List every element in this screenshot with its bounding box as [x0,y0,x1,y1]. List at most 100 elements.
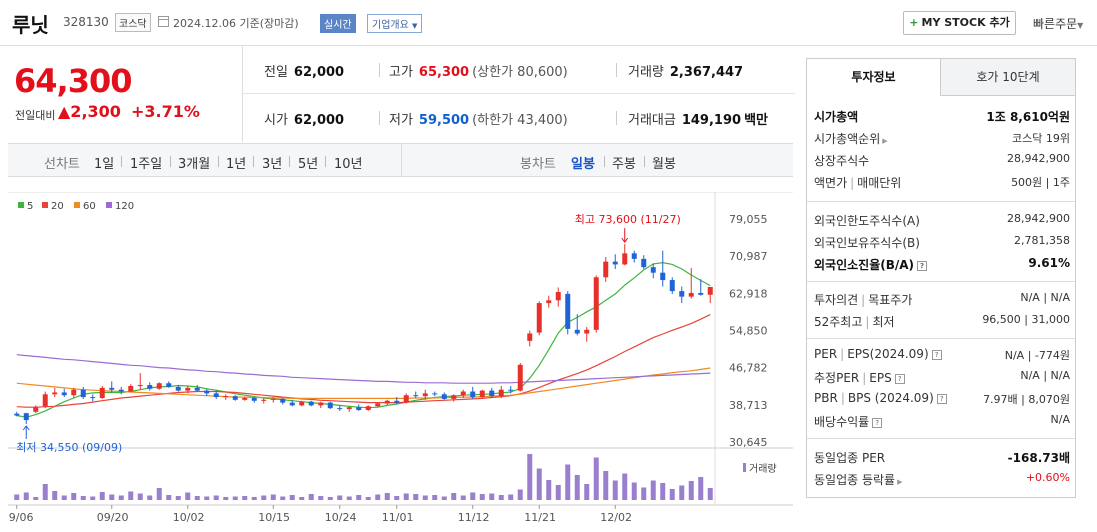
candle-body [375,403,381,407]
per-eps-value: N/A | -774원 [1004,349,1070,362]
help-icon[interactable]: ? [872,417,883,428]
help-icon[interactable]: ? [936,393,947,404]
candle-body [555,292,561,301]
help-icon[interactable]: ? [917,260,928,271]
volume-bar [489,493,495,500]
tab-3m[interactable]: 3개월 [178,157,211,172]
help-icon[interactable]: ? [894,373,905,384]
pbr-bps-label: PBR | BPS (2024.09)? [814,391,947,405]
legend-swatch [42,202,48,208]
realtime-button[interactable]: 실시간 [320,14,356,33]
stock-name: 루닛 [12,13,49,37]
candle-body [460,391,466,396]
tab-monthly[interactable]: 월봉 [652,157,676,172]
quick-order-label: 빠른주문 [1033,17,1078,31]
volume: 거래량 2,367,447 [628,61,743,80]
candle-body [479,390,485,398]
low-value: 59,500 [418,113,470,128]
candle-body [470,391,476,398]
tab-1d[interactable]: 1일 [94,157,115,172]
line-chart-label: 선차트 [44,157,80,172]
volume-bar [14,494,20,500]
shares-label: 상장주식수 [814,154,870,168]
volume-bar [375,494,381,500]
price-box: 64,300 전일대비 ▲2,300 +3.71% [10,46,242,142]
volume-bar [204,496,210,500]
amount-value: 149,190 [681,113,742,128]
foreign-limit-value: 28,942,900 [1007,212,1070,225]
volume-bar [80,496,86,500]
open-label: 시가 [264,113,288,128]
per-eps-label: PER | EPS(2024.09)? [814,347,942,361]
tab-1y[interactable]: 1년 [226,157,247,172]
volume-bar [688,481,694,500]
volume-bar [365,497,371,500]
volume-bar [166,495,172,500]
candle-body [280,398,286,403]
legend-label: 60 [83,201,96,212]
week52-label: 52주최고 | 최저 [814,315,895,329]
est-per-label: 추정PER [814,371,860,385]
add-my-stock-button[interactable]: + MY STOCK 추가 [903,11,1016,35]
candle-body [327,402,333,409]
tab-1w[interactable]: 1주일 [130,157,163,172]
opinion-label: 투자의견 [814,293,859,307]
tab-weekly[interactable]: 주봉 [612,157,636,172]
volume-bar [527,454,533,500]
candle-body [593,277,599,330]
candle-body [156,383,162,389]
tab-orderbook[interactable]: 호가 10단계 [941,59,1075,96]
candle-body [166,383,172,387]
candle-body [660,272,666,281]
tab-5y[interactable]: 5년 [298,157,319,172]
marketcap-rank-link[interactable]: 시가총액순위 ▶ [814,132,888,146]
volume-bar [128,491,134,500]
volume-bar [631,482,637,500]
volume-bar [109,494,115,500]
open-price: 시가 62,000 [264,109,344,128]
company-info-button[interactable]: 기업개요 ▼ [367,14,423,33]
target-label: 목표주가 [868,293,913,307]
candle-body [441,394,447,399]
tab-3y[interactable]: 3년 [262,157,283,172]
candle-body [403,395,409,403]
par-unit-label: 액면가 | 매매단위 [814,176,902,190]
volume-bar [498,495,504,500]
x-tick-label: 10/15 [258,511,290,524]
candle-body [185,387,191,391]
foreign-hold-label: 외국인보유주식수(B) [814,236,920,250]
tab-daily[interactable]: 일봉 [571,157,595,172]
industry-rate-link[interactable]: 동일업종 등락률 ▶ [814,473,903,487]
dividend-label: 배당수익률? [814,413,883,430]
help-icon[interactable]: ? [931,349,942,360]
volume-bar [441,496,447,500]
volume-bar [584,484,590,500]
candle-body [99,387,105,398]
price-summary: 전일 62,000 고가 65,300 (상한가 80,600) 거래량 2,367,4… [242,46,795,142]
y-tick-label: 38,713 [729,399,768,412]
volume-bar [432,495,438,500]
candle-body [204,390,210,394]
volume-bar [232,496,238,500]
candle-body [612,261,618,265]
x-tick-label: 12/02 [600,511,632,524]
candle-body [698,292,704,295]
quick-order-button[interactable]: 빠른주문▼ [1033,15,1083,32]
candle-body [384,400,390,404]
dividend-text: 배당수익률 [814,415,870,429]
volume-bar [327,497,333,500]
volume-bar [669,489,675,500]
tab-investment-info[interactable]: 투자정보 [807,59,941,96]
max-price-annotation: 최고 73,600 (11/27) [575,213,681,226]
est-eps-label: EPS [869,371,892,385]
base-date: 2024.12.06 기준(장마감) [173,17,299,30]
high-label: 고가 [389,65,413,80]
candle-body [432,393,438,395]
volume-bar [394,496,400,500]
tab-10y[interactable]: 10년 [334,157,363,172]
volume-legend-swatch [743,463,746,472]
candle-body [337,408,343,410]
volume-bar [308,494,314,500]
est-per-eps-value: N/A | N/A [1020,369,1070,382]
stock-code: 328130 [63,15,109,29]
